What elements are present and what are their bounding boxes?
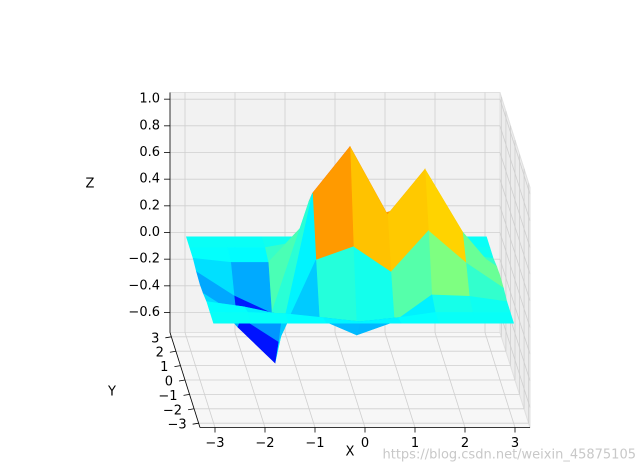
surface — [185, 145, 515, 364]
x-tick-label: −2 — [255, 436, 274, 451]
surface-cell — [247, 312, 290, 324]
z-tick-label: −0.2 — [128, 252, 160, 267]
surface-cell — [209, 312, 252, 324]
y-tick-label: 1 — [160, 360, 168, 375]
x-tick-label: −1 — [305, 436, 324, 451]
y-tick-label: 2 — [156, 346, 164, 361]
labels: −3 −2 −1 0 1 2 3−3−2−10123−0.6−0.4−0.20.00.20.… — [128, 92, 530, 451]
z-tick-label: 0.2 — [139, 198, 160, 213]
z-axis-label: Z — [86, 177, 95, 192]
grid-line — [499, 312, 531, 408]
z-tick-label: −0.6 — [128, 305, 160, 320]
y-axis-label: Y — [107, 385, 116, 400]
tick-mark — [178, 379, 186, 382]
grid-line — [499, 205, 531, 301]
z-tick-label: 0.4 — [139, 172, 160, 187]
x-tick-label: 2 — [461, 436, 469, 451]
grid-line — [499, 125, 531, 221]
grid-line — [499, 232, 531, 328]
surface-cell — [434, 312, 477, 324]
z-tick-label: 0.0 — [139, 225, 160, 240]
surface-cell — [472, 312, 515, 324]
z-tick-label: −0.4 — [128, 278, 160, 293]
x-axis-label: X — [346, 445, 355, 460]
tick-mark — [174, 365, 181, 368]
surface-cell — [223, 236, 266, 248]
axis-line — [169, 332, 201, 428]
grid-line — [499, 99, 531, 195]
watermark: https://blog.csdn.net/weixin_45875105 — [382, 448, 636, 463]
tick-mark — [165, 336, 172, 339]
grid-line — [499, 152, 531, 248]
surface-cell — [185, 236, 228, 248]
tick-mark — [188, 408, 195, 411]
grid-line — [499, 179, 531, 275]
x-tick-label: 1 — [411, 436, 419, 451]
tick-mark — [183, 393, 190, 396]
x-tick-label: −3 — [205, 436, 224, 451]
grid-line — [499, 259, 531, 355]
x-tick-label: 3 — [511, 436, 519, 451]
z-tick-label: 0.6 — [139, 145, 160, 160]
y-tick-label: 0 — [165, 375, 173, 390]
surface-cell — [431, 294, 474, 313]
z-tick-label: 0.8 — [139, 118, 160, 133]
tick-mark — [192, 422, 199, 425]
surface-cell — [226, 247, 269, 263]
x-tick-label: 0 — [361, 436, 369, 451]
tick-mark — [169, 350, 176, 353]
z-tick-label: 1.0 — [139, 92, 160, 107]
y-tick-label: 3 — [151, 331, 159, 346]
y-tick-label: −2 — [163, 403, 182, 418]
y-tick-label: −3 — [167, 418, 186, 433]
y-tick-label: −1 — [158, 389, 177, 404]
